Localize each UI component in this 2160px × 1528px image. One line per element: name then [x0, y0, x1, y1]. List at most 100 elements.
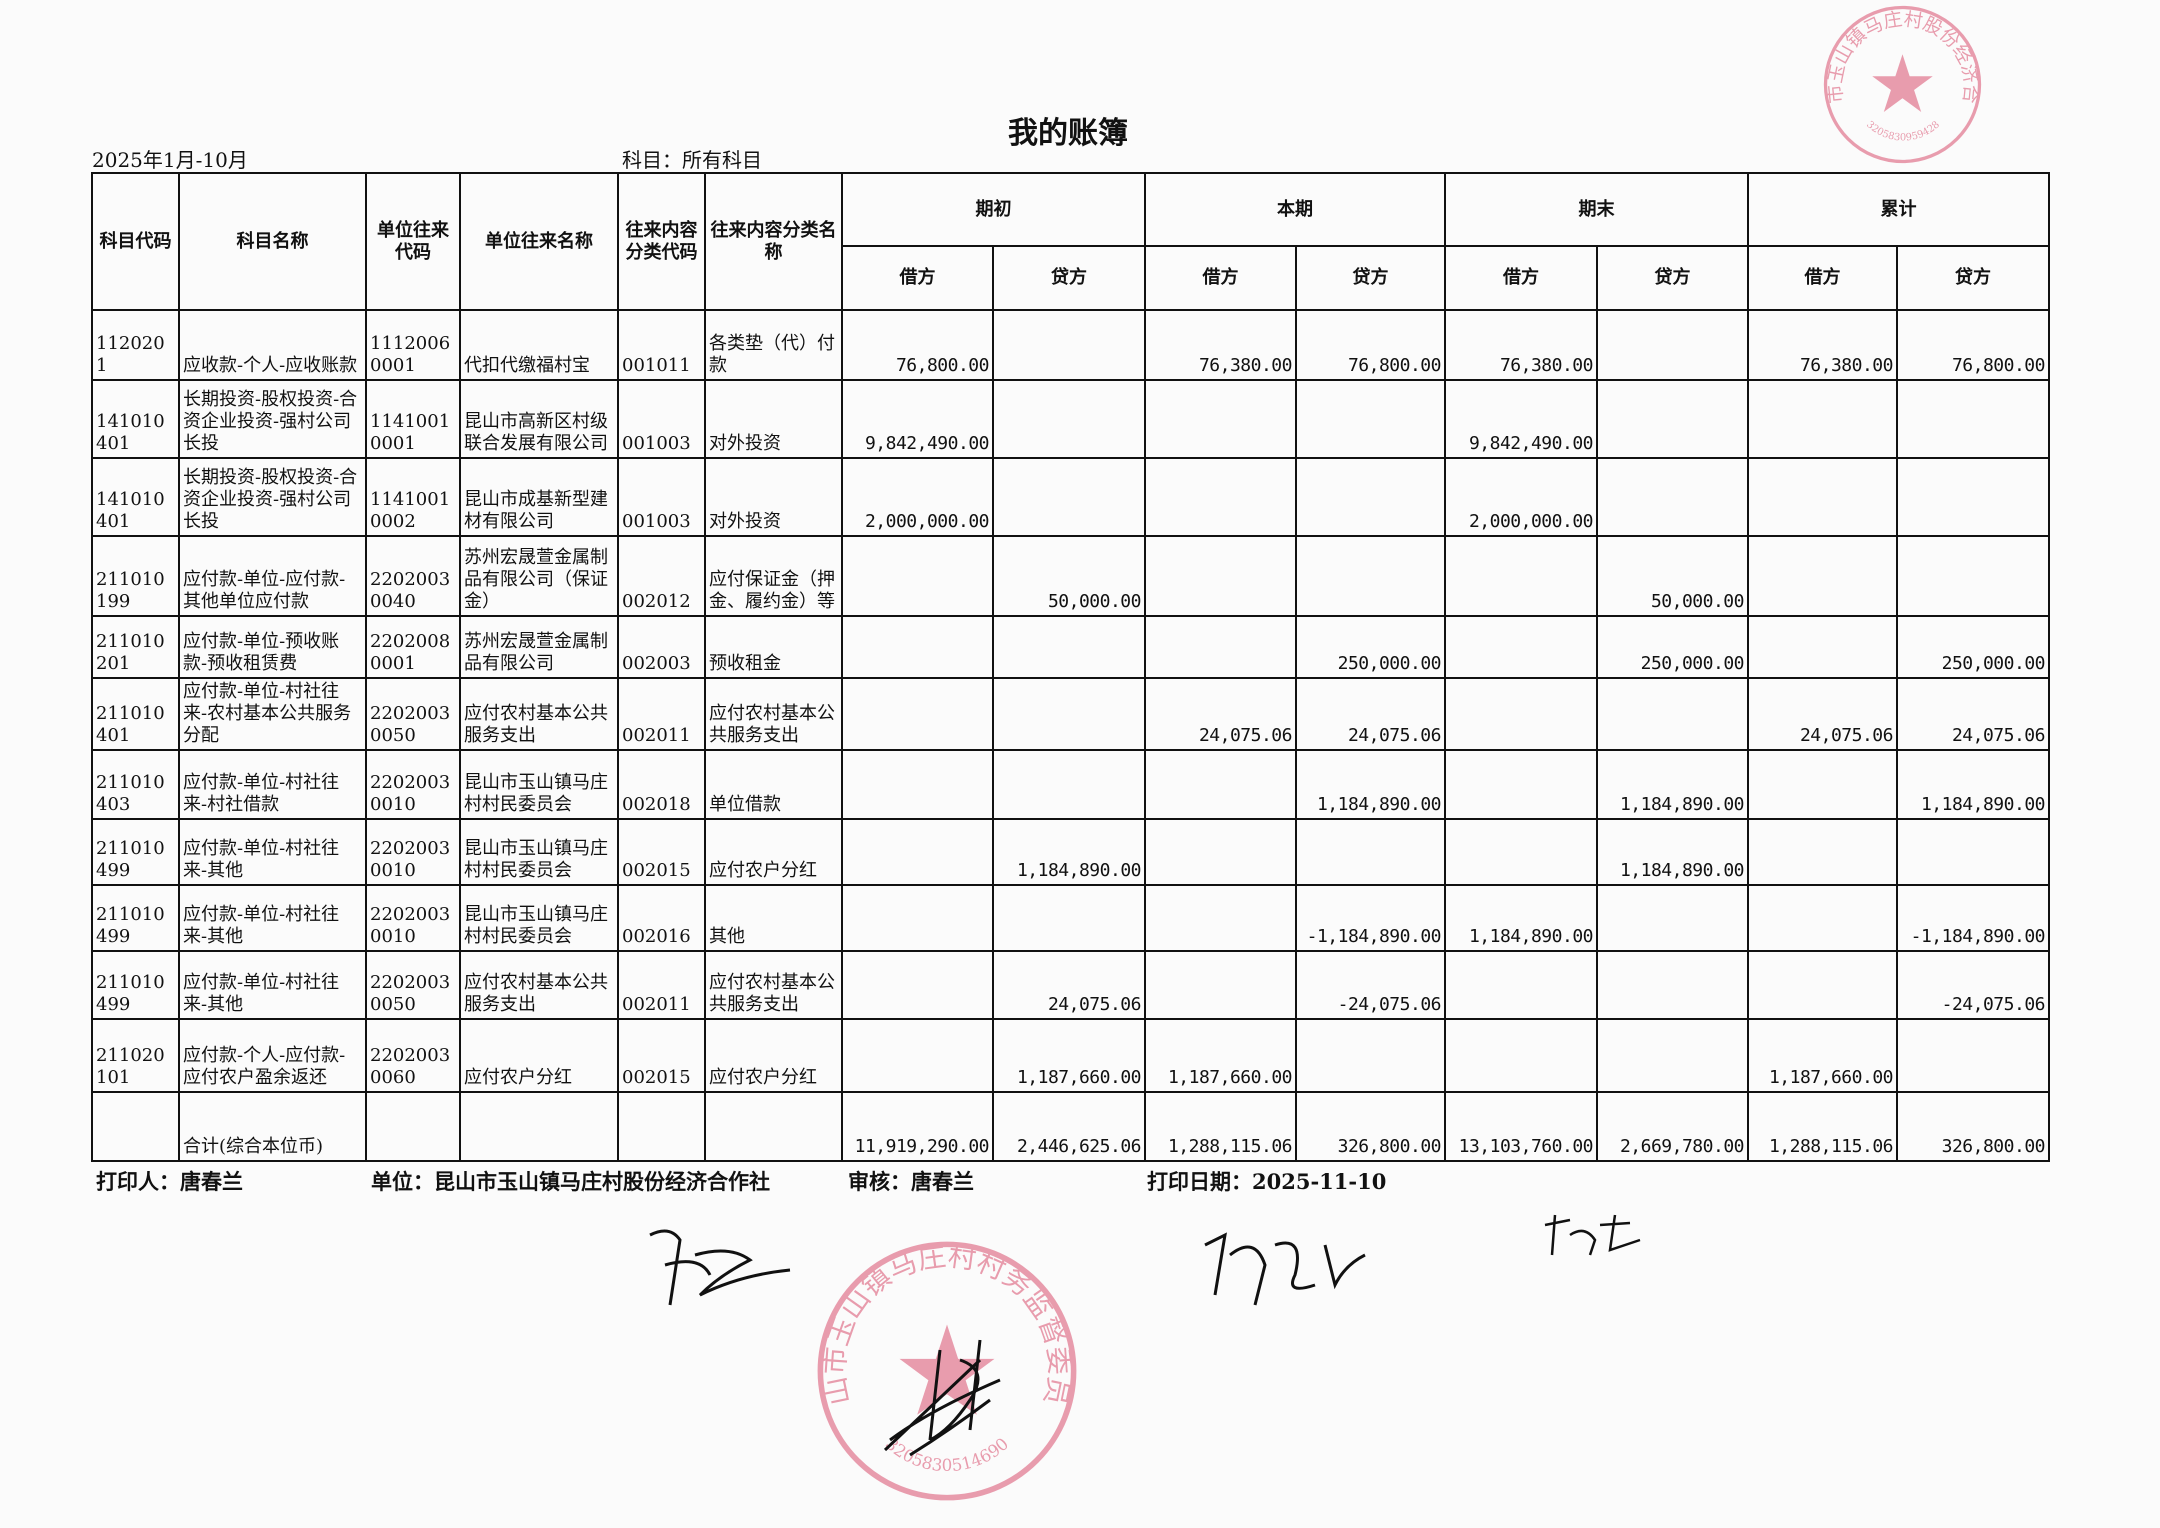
- unit-label: 单位：昆山市玉山镇马庄村股份经济合作社: [371, 1169, 770, 1194]
- cell-cat-name: 其他: [704, 884, 843, 952]
- cell-unit-code: 22020030010: [365, 818, 461, 886]
- cell-amount: [992, 615, 1146, 679]
- cell-amount: 9,842,490.00: [1444, 379, 1598, 459]
- cell-amount: 24,075.06: [992, 950, 1146, 1020]
- table-row: 211010499 应付款-单位-村社往来-其他 22020030010 昆山市玉山镇…: [91, 818, 2050, 886]
- cell-amount: [841, 677, 994, 751]
- cell-cat-code: 002015: [617, 818, 706, 886]
- cell-code: 141010401: [91, 379, 180, 459]
- cell-amount: [1596, 309, 1749, 381]
- cell-amount: 50,000.00: [1596, 535, 1749, 617]
- cell-cat-name: 预收租金: [704, 615, 843, 679]
- cell-name: 应付款-个人-应付款-应付农户盈余返还: [178, 1018, 367, 1093]
- cell-amount: 24,075.06: [1747, 677, 1898, 751]
- cell-amount: 250,000.00: [1295, 615, 1446, 679]
- cell-cat-name: 应付农村基本公共服务支出: [704, 677, 843, 751]
- cell-unit-name: 昆山市成基新型建材有限公司: [459, 457, 619, 537]
- table-row: 141010401 长期投资-股权投资-合资企业投资-强村公司长投 11410010…: [91, 379, 2050, 459]
- cell-amount: [1444, 535, 1598, 617]
- total-amount: 326,800.00: [1896, 1091, 2050, 1162]
- total-amount: 1,288,115.06: [1747, 1091, 1898, 1162]
- empty-cell: [704, 1091, 843, 1162]
- cell-amount: [1747, 379, 1898, 459]
- cell-amount: 1,187,660.00: [992, 1018, 1146, 1093]
- cell-name: 应付款-单位-村社往来-其他: [178, 818, 367, 886]
- signature-2: [1204, 1232, 1366, 1306]
- table-row: 211020101 应付款-个人-应付款-应付农户盈余返还 22020030060 应…: [91, 1018, 2050, 1093]
- cell-unit-code: 22020030050: [365, 677, 461, 751]
- printer-label: 打印人：唐春兰: [96, 1169, 243, 1194]
- cell-name: 应付款-单位-预收账款-预收租赁费: [178, 615, 367, 679]
- cell-amount: [841, 535, 994, 617]
- cell-name: 长期投资-股权投资-合资企业投资-强村公司长投: [178, 457, 367, 537]
- svg-text:3205830959428: 3205830959428: [1864, 119, 1942, 143]
- cell-amount: [1896, 535, 2050, 617]
- cell-amount: 24,075.06: [1295, 677, 1446, 751]
- cell-unit-code: 22020080001: [365, 615, 461, 679]
- cell-amount: [1144, 457, 1297, 537]
- cell-unit-code: 22020030010: [365, 884, 461, 952]
- cell-code: 211010403: [91, 749, 180, 820]
- cell-amount: [992, 379, 1146, 459]
- cell-cat-code: 001011: [617, 309, 706, 381]
- cell-amount: -24,075.06: [1896, 950, 2050, 1020]
- cell-amount: [1747, 818, 1898, 886]
- cell-amount: [1444, 677, 1598, 751]
- cell-amount: [1896, 818, 2050, 886]
- empty-cell: [365, 1091, 461, 1162]
- total-amount: 1,288,115.06: [1144, 1091, 1297, 1162]
- cell-amount: [1444, 749, 1598, 820]
- cell-amount: -1,184,890.00: [1295, 884, 1446, 952]
- cell-amount: [1596, 884, 1749, 952]
- cell-amount: [1596, 457, 1749, 537]
- cell-cat-code: 001003: [617, 379, 706, 459]
- cell-code: 141010401: [91, 457, 180, 537]
- cell-unit-code: 22020030040: [365, 535, 461, 617]
- header-credit: 贷方: [992, 245, 1146, 311]
- cell-amount: -24,075.06: [1295, 950, 1446, 1020]
- cell-code: 211010401: [91, 677, 180, 751]
- cell-amount: [841, 615, 994, 679]
- company-seal-stamp: 昆山市玉山镇马庄村股份经济合作社 3205830959428: [1820, 2, 1981, 164]
- total-label: 合计(综合本位币): [178, 1091, 367, 1162]
- empty-cell: [459, 1091, 619, 1162]
- cell-amount: 9,842,490.00: [841, 379, 994, 459]
- empty-cell: [617, 1091, 706, 1162]
- table-row: 211010201 应付款-单位-预收账款-预收租赁费 22020080001 苏州宏…: [91, 615, 2050, 679]
- cell-unit-name: 苏州宏晟萱金属制品有限公司（保证金）: [459, 535, 619, 617]
- table-row: 211010199 应付款-单位-应付款-其他单位应付款 22020030040 苏州…: [91, 535, 2050, 617]
- cell-amount: 250,000.00: [1596, 615, 1749, 679]
- cell-cat-name: 对外投资: [704, 457, 843, 537]
- page-title: 我的账簿: [1008, 116, 1128, 151]
- cell-cat-code: 002011: [617, 950, 706, 1020]
- signature-4: [883, 1339, 1001, 1457]
- cell-unit-name: 昆山市玉山镇马庄村村民委员会: [459, 884, 619, 952]
- cell-amount: 24,075.06: [1144, 677, 1297, 751]
- cell-amount: [1896, 379, 2050, 459]
- cell-amount: 1,184,890.00: [1444, 884, 1598, 952]
- cell-name: 应付款-单位-应付款-其他单位应付款: [178, 535, 367, 617]
- cell-amount: [1144, 535, 1297, 617]
- cell-name: 长期投资-股权投资-合资企业投资-强村公司长投: [178, 379, 367, 459]
- cell-amount: [1596, 950, 1749, 1020]
- cell-amount: [1295, 818, 1446, 886]
- cell-cat-name: 应付农户分红: [704, 818, 843, 886]
- cell-amount: [1747, 615, 1898, 679]
- cell-cat-code: 002015: [617, 1018, 706, 1093]
- cell-cat-code: 002003: [617, 615, 706, 679]
- cell-amount: 76,800.00: [841, 309, 994, 381]
- cell-code: 1120201: [91, 309, 180, 381]
- cell-cat-code: 001003: [617, 457, 706, 537]
- header-credit: 贷方: [1596, 245, 1749, 311]
- total-amount: 326,800.00: [1295, 1091, 1446, 1162]
- signature-3: [1544, 1214, 1641, 1256]
- total-row: 合计(综合本位币) 11,919,290.00 2,446,625.06 1,288,…: [91, 1091, 2050, 1162]
- cell-amount: [841, 950, 994, 1020]
- table-row: 211010499 应付款-单位-村社往来-其他 22020030050 应付农村基本…: [91, 950, 2050, 1020]
- cell-amount: 1,184,890.00: [1596, 818, 1749, 886]
- cell-amount: 76,800.00: [1896, 309, 2050, 381]
- cell-amount: [1747, 457, 1898, 537]
- cell-name: 应付款-单位-村社往来-村社借款: [178, 749, 367, 820]
- cell-amount: [1144, 950, 1297, 1020]
- cell-unit-code: 22020030060: [365, 1018, 461, 1093]
